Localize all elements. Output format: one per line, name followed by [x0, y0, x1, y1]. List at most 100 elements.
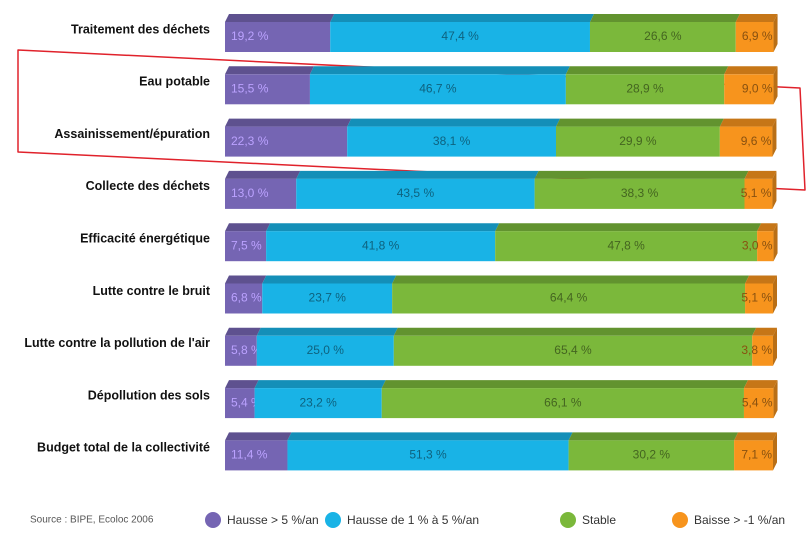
bar-segment	[745, 283, 773, 314]
bar-segment	[266, 231, 496, 262]
bar-segment	[735, 22, 774, 52]
bar-top	[225, 118, 352, 127]
bar-top	[381, 380, 748, 389]
bar-segment	[392, 283, 746, 314]
bar-side	[773, 380, 778, 419]
bar-top	[330, 14, 594, 22]
bar-top	[735, 14, 778, 22]
bar-segment	[568, 440, 735, 471]
value-label: 3,8 %	[741, 343, 772, 357]
value-label: 65,4 %	[554, 343, 592, 357]
value-label: 6,9 %	[742, 29, 773, 43]
bar-top	[225, 432, 292, 441]
value-label: 13,0 %	[231, 186, 269, 200]
category-label: Lutte contre le bruit	[93, 284, 211, 298]
bar-side	[773, 66, 778, 105]
legend-swatch	[672, 512, 688, 528]
legend-swatch	[560, 512, 576, 528]
bar-segment	[309, 74, 566, 105]
bar-segment	[589, 22, 736, 52]
bar-top	[309, 66, 570, 75]
value-label: 38,1 %	[433, 134, 471, 148]
bar-segment	[254, 388, 382, 419]
bar-segment	[330, 22, 590, 52]
bar-segment	[495, 231, 758, 262]
bar-top	[752, 327, 777, 336]
value-label: 19,2 %	[231, 29, 269, 43]
bar-top	[568, 432, 739, 441]
value-label: 64,4 %	[550, 291, 588, 305]
category-label: Assainissement/épuration	[54, 127, 210, 141]
bar-top	[495, 223, 762, 232]
bar-top	[266, 223, 500, 232]
bar-segment	[296, 178, 535, 209]
category-label: Traitement des déchets	[71, 22, 210, 36]
bar-top	[744, 170, 777, 179]
bar-side	[772, 118, 777, 157]
value-label: 43,5 %	[397, 186, 435, 200]
value-label: 47,8 %	[607, 238, 645, 252]
bar-top	[287, 432, 573, 441]
bar-top	[256, 327, 398, 336]
bar-top	[743, 380, 778, 389]
bar-side	[772, 170, 777, 209]
bar-segment	[287, 440, 569, 471]
legend-label: Stable	[582, 513, 616, 527]
value-label: 23,7 %	[309, 291, 347, 305]
value-label: 38,3 %	[621, 186, 659, 200]
bar-segment	[744, 178, 773, 209]
legend-label: Baisse > -1 %/an	[694, 513, 785, 527]
legend-swatch	[205, 512, 221, 528]
value-label: 51,3 %	[409, 448, 447, 462]
value-label: 25,0 %	[307, 343, 345, 357]
bar-segment	[381, 388, 744, 419]
value-label: 9,0 %	[742, 81, 773, 95]
value-label: 5,8 %	[231, 343, 262, 357]
bar-segment	[225, 74, 310, 105]
bar-top	[347, 118, 560, 127]
value-label: 9,6 %	[741, 134, 772, 148]
bar-top	[392, 275, 750, 284]
bar-segment	[565, 74, 725, 105]
legend-label: Hausse de 1 % à 5 %/an	[347, 513, 479, 527]
bar-top	[589, 14, 740, 22]
bar-side	[773, 223, 778, 262]
bar-segment	[393, 335, 753, 366]
value-label: 5,1 %	[741, 186, 772, 200]
value-label: 66,1 %	[544, 395, 582, 409]
bar-top	[724, 66, 778, 75]
bar-segment	[225, 440, 288, 471]
value-label: 41,8 %	[362, 238, 400, 252]
value-label: 11,4 %	[231, 448, 268, 462]
value-label: 23,2 %	[299, 395, 337, 409]
bar-top	[225, 223, 271, 232]
bar-segment	[225, 126, 348, 157]
legend-swatch	[325, 512, 341, 528]
bar-top	[534, 170, 749, 179]
bar-segment	[262, 283, 393, 314]
value-label: 26,6 %	[644, 29, 682, 43]
value-label: 30,2 %	[633, 448, 671, 462]
bar-side	[773, 14, 778, 52]
value-label: 3,0 %	[742, 238, 773, 252]
bar-top	[565, 66, 729, 75]
value-label: 6,8 %	[231, 291, 262, 305]
bar-side	[773, 275, 777, 314]
value-label: 15,5 %	[231, 81, 269, 95]
bar-top	[555, 118, 724, 127]
bar-top	[225, 380, 259, 389]
bar-segment	[752, 335, 773, 366]
bar-segment	[225, 178, 297, 209]
bar-top	[719, 118, 777, 127]
bar-top	[225, 170, 301, 179]
bar-top	[254, 380, 386, 389]
value-label: 5,4 %	[742, 395, 773, 409]
bar-side	[773, 327, 777, 366]
value-label: 46,7 %	[419, 81, 457, 95]
bar-segment	[225, 335, 257, 366]
bar-top	[225, 66, 314, 75]
bar-segment	[225, 22, 331, 52]
bar-segment	[347, 126, 556, 157]
bar-top	[296, 170, 539, 179]
